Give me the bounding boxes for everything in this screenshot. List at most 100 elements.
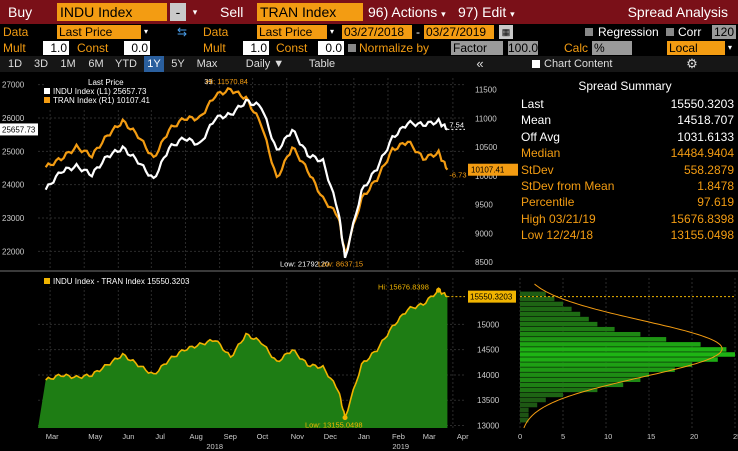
- hist-bar: [520, 357, 718, 362]
- normalize-input[interactable]: 100.0: [508, 41, 539, 55]
- currency-select[interactable]: Local: [667, 41, 725, 55]
- summary-value: 15550.3203: [670, 97, 734, 111]
- hist-bar: [520, 321, 598, 327]
- pct2-label: -6.73: [449, 171, 466, 180]
- buy-dropdown-icon[interactable]: ▾: [192, 7, 198, 17]
- low2-label: Low: 8637.15: [318, 259, 363, 268]
- summary-value: 15676.8398: [670, 211, 734, 226]
- period-tab-ytd[interactable]: YTD: [115, 58, 137, 70]
- summary-row: Mean 14518.707: [520, 112, 734, 128]
- x-month-label: Mar: [46, 432, 59, 441]
- period-tab-1m[interactable]: 1M: [60, 58, 76, 70]
- regression-checkbox[interactable]: [585, 28, 593, 36]
- period-tab-max[interactable]: Max: [196, 58, 218, 70]
- x-month-label: Jul: [155, 432, 165, 441]
- hist-tick: 5: [561, 432, 565, 441]
- summary-value: 558.2879: [683, 162, 734, 177]
- period-tab-1y[interactable]: 1Y: [144, 56, 164, 72]
- date-separator: -: [416, 25, 420, 39]
- chart-content-icon: [532, 60, 540, 68]
- y-bottom-tick: 13500: [477, 396, 500, 405]
- period-tab-5y[interactable]: 5Y: [171, 58, 185, 70]
- mult1-label: Mult: [3, 41, 26, 55]
- summary-row: Low 12/24/18 13155.0498: [520, 227, 734, 243]
- data1-select[interactable]: Last Price: [57, 25, 141, 39]
- corr-input[interactable]: 120: [712, 25, 736, 39]
- label-layer: 27000 26000 25000 24000 23000 22000 11500 11000…: [0, 77, 738, 451]
- hist-tick: 15: [647, 432, 655, 441]
- actions-label: Actions: [391, 4, 438, 20]
- hist-bar: [520, 362, 692, 367]
- x-month-label: Dec: [324, 432, 338, 441]
- minus-button[interactable]: -: [170, 3, 186, 21]
- hist-bar: [520, 326, 615, 332]
- y-left-tick: 24000: [2, 181, 25, 190]
- chevron-down-icon[interactable]: ▾: [329, 27, 334, 36]
- buy-ticker-input[interactable]: INDU Index: [57, 3, 167, 21]
- series2-value: 10107.41: [116, 96, 150, 105]
- y-bottom-tick: 15000: [477, 320, 500, 329]
- chart-content-tab[interactable]: Chart Content: [544, 58, 613, 70]
- period-tab-6m[interactable]: 6M: [88, 58, 104, 70]
- spread-hi-label: Hi: 15676.8398: [378, 282, 429, 291]
- tran-series-line: [44, 86, 449, 258]
- summary-panel: Spread Summary: [518, 73, 738, 273]
- left-price-marker: [0, 123, 38, 136]
- normalize-checkbox[interactable]: [348, 44, 356, 52]
- edit-menu[interactable]: 97) Edit ▾: [458, 0, 524, 26]
- sell-ticker-input[interactable]: TRAN Index: [257, 3, 363, 21]
- series-layer: [38, 86, 449, 428]
- x-year-label: 2018: [206, 442, 223, 451]
- daily-dropdown[interactable]: Daily ▼: [245, 58, 285, 70]
- hist-bar: [520, 316, 589, 322]
- y-right-tick: 10500: [475, 143, 498, 152]
- summary-value: 14518.707: [677, 113, 734, 128]
- page-title: Spread Analysis: [627, 4, 728, 20]
- y-left-tick: 27000: [2, 81, 25, 90]
- bottom-legend-value: 15550.3203: [147, 277, 190, 286]
- summary-row: Last 15550.3203: [520, 96, 734, 112]
- collapse-icon[interactable]: «: [476, 56, 484, 71]
- actions-menu[interactable]: 96) Actions ▾: [368, 0, 458, 26]
- calc-select[interactable]: %: [592, 41, 632, 55]
- x-month-label: Oct: [257, 432, 270, 441]
- calendar-icon[interactable]: ▦: [499, 25, 513, 39]
- mult1-input[interactable]: 1.0: [43, 41, 69, 55]
- const1-label: Const: [77, 41, 109, 55]
- data2-label: Data: [203, 25, 229, 39]
- edit-number: 97): [458, 4, 479, 20]
- top-grid: [38, 78, 465, 268]
- parameter-toolbar: Mult 1.0 Const 0.0 Mult 1.0 Const 0.0 No…: [0, 40, 738, 56]
- x-month-label: May: [88, 432, 102, 441]
- const2-input[interactable]: 0.0: [318, 41, 344, 55]
- const1-input[interactable]: 0.0: [124, 41, 150, 55]
- date-to-input[interactable]: 03/27/2019: [424, 25, 494, 39]
- x-month-label: Mar: [423, 432, 436, 441]
- mult2-input[interactable]: 1.0: [243, 41, 269, 55]
- spread-low-label: Low: 13155.0498: [305, 421, 363, 430]
- spread-line: [45, 286, 448, 421]
- data2-select[interactable]: Last Price: [257, 25, 327, 39]
- top-legend-header: Last Price: [88, 78, 124, 87]
- chevron-down-icon[interactable]: ▾: [143, 27, 148, 36]
- low-label: Low: 21792.20: [280, 259, 329, 268]
- y-right-tick: 11000: [475, 114, 497, 123]
- bottom-legend-label: INDU Index - TRAN Index: [53, 277, 145, 286]
- summary-row: Off Avg 1031.6133: [520, 129, 734, 145]
- hist-bar: [520, 397, 546, 403]
- hist-tick: 20: [690, 432, 698, 441]
- period-tab-3d[interactable]: 3D: [33, 58, 49, 70]
- table-button[interactable]: Table: [308, 58, 336, 70]
- y-left-tick: 26000: [2, 114, 25, 123]
- gear-icon[interactable]: ⚙: [686, 56, 698, 71]
- spread-marker-text: 15550.3203: [470, 293, 513, 302]
- date-from-input[interactable]: 03/27/2018: [342, 25, 412, 39]
- regression-label: Regression: [598, 25, 659, 39]
- corr-checkbox[interactable]: [666, 28, 674, 36]
- period-tab-1d[interactable]: 1D: [7, 58, 23, 70]
- normalize-select[interactable]: Factor: [451, 41, 503, 55]
- swap-icon[interactable]: ⇆: [176, 25, 188, 39]
- chevron-down-icon[interactable]: ▾: [727, 43, 732, 52]
- hist-bar: [520, 337, 667, 342]
- data1-label: Data: [3, 25, 29, 39]
